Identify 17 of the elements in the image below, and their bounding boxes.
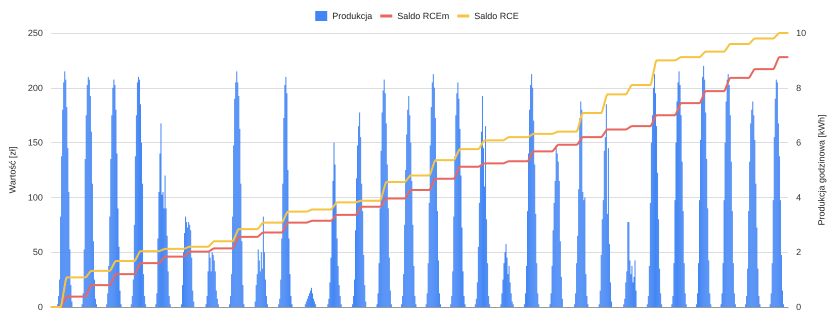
y-tick-label: 250: [28, 28, 43, 38]
y-axis-title: Wartość [zł]: [8, 146, 18, 194]
y2-axis-title: Produkcja godzinowa [kWh]: [816, 114, 826, 226]
legend-label: Produkcja: [332, 11, 372, 21]
y2-tick-label: 2: [796, 247, 802, 258]
y2-tick-label: 0: [796, 302, 802, 312]
legend-label: Saldo RCE: [474, 11, 519, 21]
y-tick-label: 100: [28, 192, 43, 202]
y2-tick-label: 6: [796, 138, 802, 148]
y-tick-label: 0: [38, 302, 43, 312]
y-tick-label: 150: [28, 138, 43, 148]
y-tick-label: 50: [32, 247, 43, 258]
y2-tick-label: 8: [796, 82, 802, 93]
y2-tick-label: 10: [796, 28, 806, 38]
legend-label: Saldo RCEm: [397, 11, 450, 21]
y-tick-label: 200: [28, 82, 43, 93]
y2-tick-label: 4: [796, 192, 802, 202]
